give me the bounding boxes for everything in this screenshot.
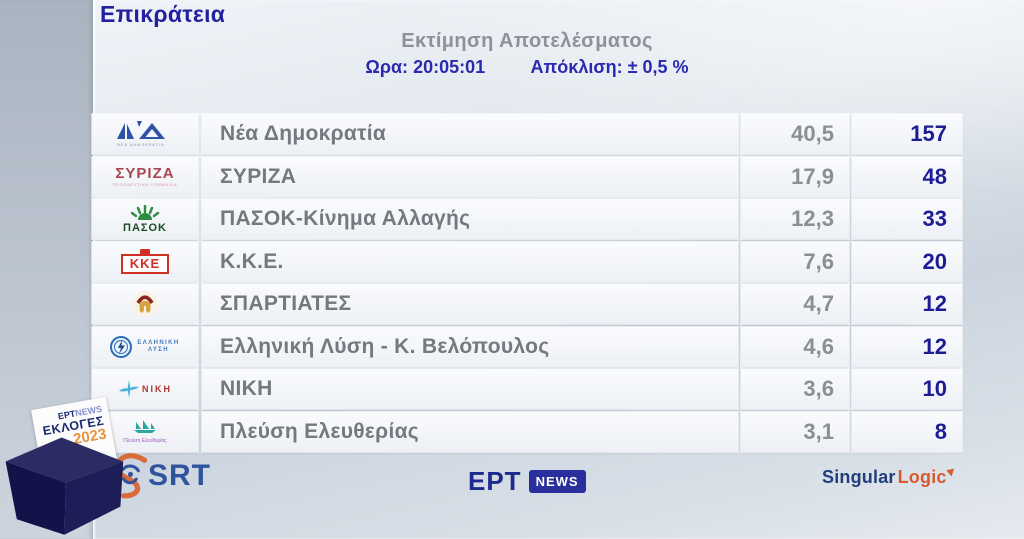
results-table: ΝΕΑ ΔΗΜΟΚΡΑΤΙΑ Νέα Δημοκρατία 40,5 157 Σ… [92,114,962,454]
time-value: 20:05:01 [413,57,486,77]
party-percent: 40,5 [741,114,849,154]
singularlogic-logo: Singular Logic [822,465,957,488]
party-seats: 157 [852,114,962,154]
deviation-label: Απόκλιση: [530,57,623,77]
niki-logo-icon: ΝΙΚΗ [92,369,198,409]
party-name: Ελληνική Λύση - Κ. Βελόπουλος [202,326,738,367]
singular-text: Singular [822,467,896,487]
party-percent: 3,1 [741,411,849,452]
plefsi-logo-text: Πλεύση Ελευθερίας [123,438,167,444]
table-row-pasok: ΠΑΣΟΚ ΠΑΣΟΚ-Κίνημα Αλλαγής 12,3 33 [92,199,962,239]
deviation-value: ± 0,5 % [627,57,689,77]
elliniki-lysi-logo-text: ΕΛΛΗΝΙΚΗ ΛΥΣΗ [137,340,179,354]
party-name: Κ.Κ.Ε. [202,241,738,282]
header-center: Εκτίμηση Αποτελέσματος Ωρα: 20:05:01 Από… [92,30,962,78]
nea-dimokratia-logo-caption: ΝΕΑ ΔΗΜΟΚΡΑΤΙΑ [117,143,165,147]
party-percent: 17,9 [741,156,849,197]
party-name: Νέα Δημοκρατία [202,114,738,154]
estimate-subtitle: Εκτίμηση Αποτελέσματος [401,30,653,52]
party-percent: 7,6 [741,241,849,282]
party-percent: 4,7 [741,284,849,324]
party-percent: 12,3 [741,199,849,239]
party-seats: 12 [852,326,962,367]
party-name: ΣΥΡΙΖΑ [202,156,738,197]
page-title: Επικράτεια [100,1,226,27]
srt-s-mark-icon [114,453,148,499]
table-row-elliniki-lysi: ΕΛΛΗΝΙΚΗ ΛΥΣΗ Ελληνική Λύση - Κ. Βελόπου… [92,326,962,367]
elliniki-lysi-logo-line1: ΕΛΛΗΝΙΚΗ [137,339,180,346]
ert-news-badge: NEWS [528,470,586,493]
party-percent: 4,6 [741,326,849,367]
kke-flag-emblem-icon [139,249,150,255]
ballot-box-graphic: ΕΡΤNEWS ΕΚΛΟΓΕΣ 2023 [0,396,140,539]
party-seats: 12 [852,284,962,324]
syriza-logo-subtext: ΠΡΟΟΔΕΥΤΙΚΗ ΣΥΜΜΑΧΙΑ [112,182,178,187]
kke-logo-icon: ΚΚΕ [92,241,198,282]
spartiates-helmet-icon [92,284,198,324]
table-row-nea-dimokratia: ΝΕΑ ΔΗΜΟΚΡΑΤΙΑ Νέα Δημοκρατία 40,5 157 [92,114,962,154]
table-row-plefsi-eleftherias: Πλεύση Ελευθερίας Πλεύση Ελευθερίας 3,1 … [92,411,962,452]
table-row-syriza: ΣΥΡΙΖΑ ΠΡΟΟΔΕΥΤΙΚΗ ΣΥΜΜΑΧΙΑ ΣΥΡΙΖΑ 17,9 … [92,156,962,197]
party-seats: 8 [852,411,962,452]
party-seats: 33 [852,199,962,239]
party-percent: 3,6 [741,369,849,409]
party-seats: 10 [852,369,962,409]
table-row-niki: ΝΙΚΗ ΝΙΚΗ 3,6 10 [92,369,962,409]
ert-news-logo: ΕΡΤ NEWS [468,466,586,497]
ert-logo-text: ΕΡΤ [468,466,522,496]
elliniki-lysi-logo-icon: ΕΛΛΗΝΙΚΗ ΛΥΣΗ [92,326,198,367]
kke-logo-text: ΚΚΕ [120,254,170,274]
party-name: ΝΙΚΗ [202,369,738,409]
srt-logo: SRT [110,452,211,500]
syriza-logo-icon: ΣΥΡΙΖΑ ΠΡΟΟΔΕΥΤΙΚΗ ΣΥΜΜΑΧΙΑ [92,156,198,197]
syriza-logo-text: ΣΥΡΙΖΑ [115,165,175,182]
party-seats: 20 [852,241,962,282]
niki-logo-text: ΝΙΚΗ [142,384,172,394]
logic-text: Logic [897,467,947,487]
srt-logo-text: SRT [148,459,211,492]
party-seats: 48 [852,156,962,197]
elliniki-lysi-logo-line2: ΛΥΣΗ [148,346,169,353]
table-row-kke: ΚΚΕ Κ.Κ.Ε. 7,6 20 [92,241,962,282]
nea-dimokratia-logo-icon: ΝΕΑ ΔΗΜΟΚΡΑΤΙΑ [92,114,198,154]
party-name: ΠΑΣΟΚ-Κίνημα Αλλαγής [202,199,738,239]
time-deviation-line: Ωρα: 20:05:01 Απόκλιση: ± 0,5 % [92,57,962,78]
party-name: ΣΠΑΡΤΙΑΤΕΣ [202,284,738,324]
time-label: Ωρα: [365,57,409,77]
pasok-logo-text: ΠΑΣΟΚ [123,221,167,234]
pasok-logo-icon: ΠΑΣΟΚ [92,199,198,239]
party-name: Πλεύση Ελευθερίας [202,411,738,452]
table-row-spartiates: ΣΠΑΡΤΙΑΤΕΣ 4,7 12 [92,284,962,324]
